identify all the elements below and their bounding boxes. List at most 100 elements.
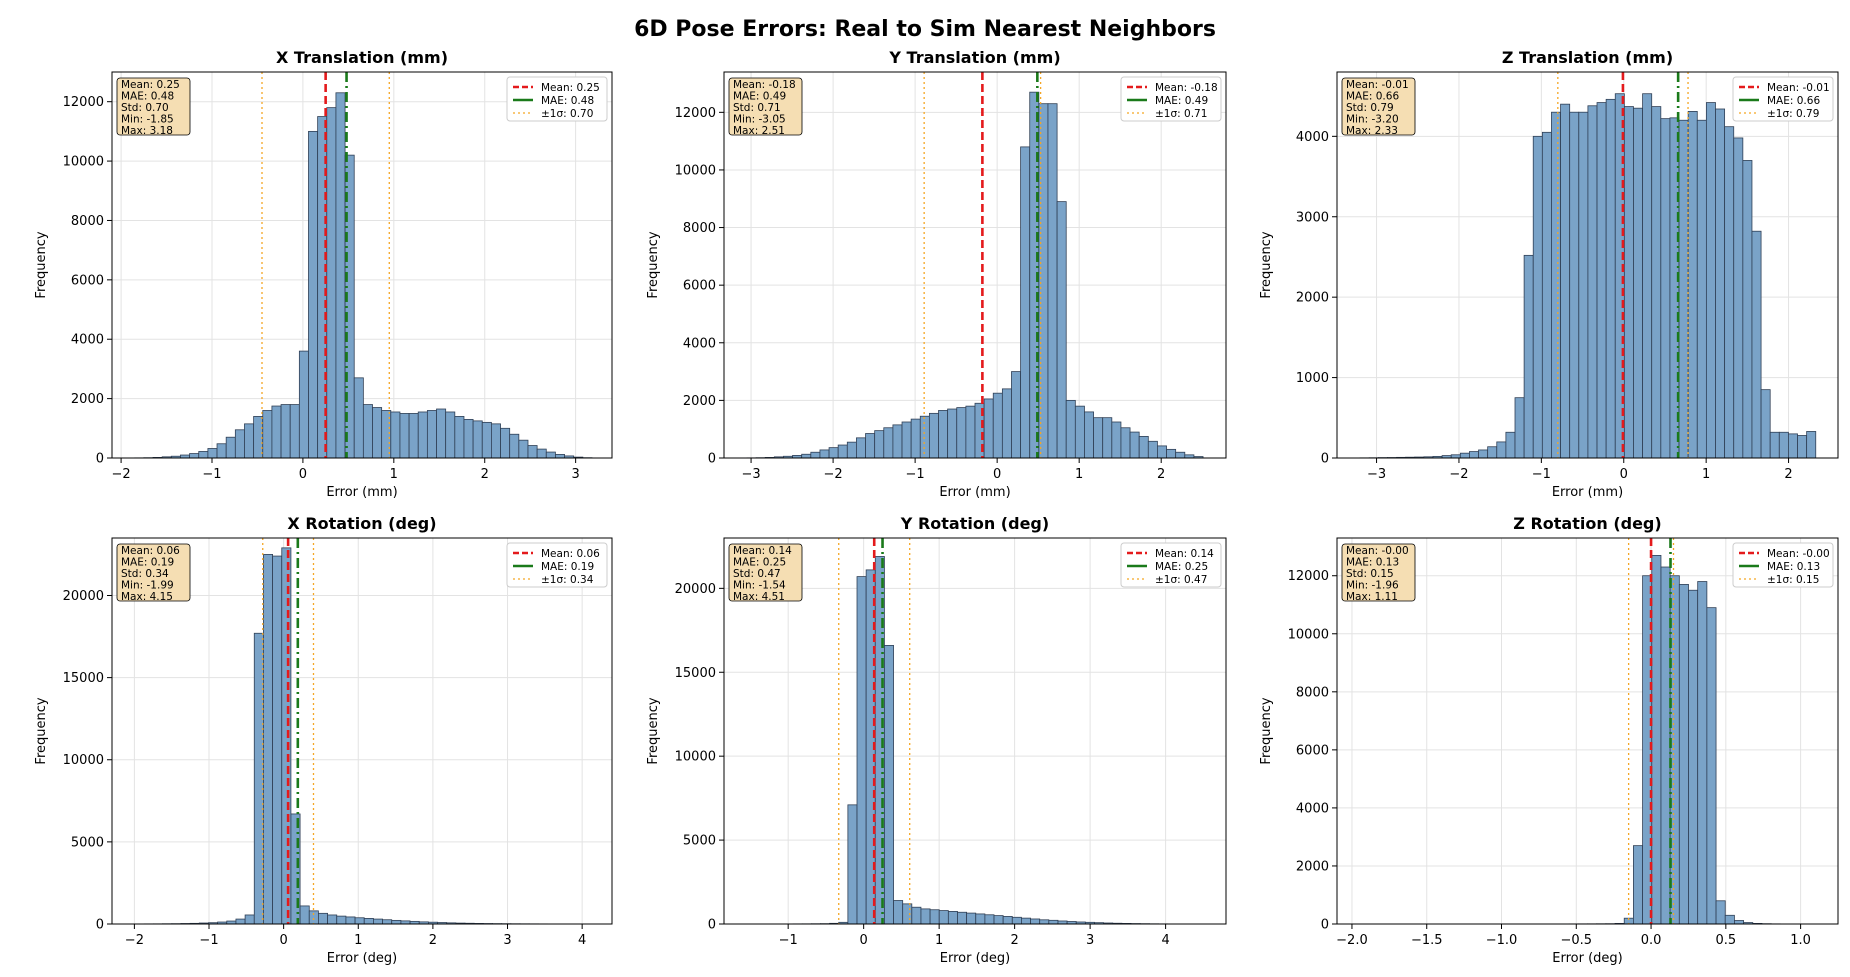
- x-tick-label: 0: [280, 933, 288, 948]
- histogram-bar: [271, 405, 282, 459]
- x-tick-label: −1.0: [1486, 933, 1518, 948]
- y-tick-label: 12000: [63, 95, 104, 110]
- histogram-bar: [929, 909, 940, 925]
- histogram-bar: [318, 912, 328, 925]
- histogram-bar: [281, 547, 292, 925]
- histogram-bar: [1797, 435, 1808, 459]
- y-tick-label: 0: [96, 452, 104, 467]
- histogram-bars: [134, 547, 594, 925]
- histogram-bar: [1587, 105, 1598, 459]
- y-tick-label: 1000: [1296, 371, 1329, 386]
- legend-sigma-label: ±1σ: 0.71: [1155, 108, 1207, 120]
- legend-mae-label: MAE: 0.66: [1767, 95, 1820, 107]
- histogram-bar: [1660, 118, 1671, 459]
- histogram-bar: [966, 912, 977, 925]
- figure-title: 6D Pose Errors: Real to Sim Nearest Neig…: [634, 17, 1216, 42]
- histogram-bar: [1705, 102, 1716, 459]
- histogram-bar: [353, 377, 364, 459]
- x-tick-label: 2: [481, 467, 489, 482]
- stats-text: Std: 0.15: [1346, 568, 1394, 580]
- histogram-bar: [1651, 555, 1662, 925]
- stats-text: Min: -3.05: [733, 114, 786, 126]
- histogram-bar: [1760, 389, 1771, 459]
- histogram-bar: [1111, 421, 1122, 459]
- x-tick-label: 4: [1161, 933, 1169, 948]
- histogram-bar: [289, 404, 300, 459]
- histogram-bar: [263, 554, 273, 925]
- stats-text: Std: 0.34: [121, 568, 169, 580]
- y-tick-label: 20000: [63, 589, 104, 604]
- histogram-bar: [1020, 146, 1031, 459]
- histogram-bar: [399, 413, 410, 459]
- legend-sigma-label: ±1σ: 0.15: [1767, 574, 1819, 586]
- histogram-bar: [828, 447, 839, 459]
- x-tick-label: 3: [1086, 933, 1094, 948]
- x-tick-label: −1: [906, 467, 925, 482]
- histogram-bar: [390, 411, 401, 459]
- histogram-bar: [1030, 918, 1041, 925]
- stats-text: Mean: 0.14: [733, 545, 792, 557]
- chart-panel: −3 −2 −1 0 1 2 0 1000 2000 3000 4000 Z Translation …: [1259, 48, 1839, 500]
- histogram-bar: [253, 632, 264, 925]
- y-tick-label: 4000: [1296, 801, 1329, 816]
- histogram-bar: [262, 410, 273, 459]
- chart-panel: −2 −1 0 1 2 3 4 0 5000 10000 15000 20000 X Rotation …: [34, 514, 613, 966]
- x-tick-label: 0.5: [1715, 933, 1736, 948]
- histogram-bar: [1514, 397, 1525, 459]
- stats-text: Std: 0.71: [733, 102, 781, 114]
- histogram-bar: [207, 448, 218, 459]
- histogram-bar: [1157, 445, 1167, 459]
- histogram-bar: [947, 911, 958, 925]
- y-tick-label: 15000: [675, 666, 716, 681]
- histogram-bar: [1560, 103, 1571, 459]
- grid: [112, 538, 612, 925]
- histogram-bars: [134, 92, 593, 459]
- stats-text: Max: 4.51: [733, 591, 785, 603]
- legend-mean-label: Mean: -0.18: [1155, 82, 1218, 94]
- histogram-bar: [272, 555, 283, 925]
- histogram-bar: [225, 436, 236, 459]
- y-axis-label: Frequency: [646, 697, 661, 764]
- histogram-bar: [1715, 900, 1726, 925]
- histogram-bar: [436, 408, 447, 459]
- histogram-bar: [1660, 566, 1671, 925]
- x-tick-label: −2: [112, 467, 131, 482]
- y-tick-label: 3000: [1296, 210, 1329, 225]
- histogram-bar: [1523, 254, 1534, 459]
- legend-sigma-label: ±1σ: 0.70: [541, 108, 593, 120]
- x-tick-label: −1: [202, 467, 221, 482]
- histogram-bar: [801, 453, 812, 459]
- histogram-bar: [984, 914, 995, 925]
- histogram-bar: [1724, 126, 1735, 459]
- histogram-bar: [454, 416, 465, 459]
- y-tick-label: 6000: [71, 273, 104, 288]
- stats-text: Mean: -0.18: [733, 79, 796, 91]
- histogram-bar: [1734, 920, 1745, 925]
- stats-text: Mean: -0.00: [1346, 545, 1409, 557]
- stats-text: Std: 0.79: [1346, 102, 1394, 114]
- histogram-bar: [417, 411, 428, 459]
- histogram-bar: [865, 433, 876, 459]
- histogram-bar: [1541, 131, 1552, 459]
- histogram-bar: [1001, 388, 1012, 459]
- histogram-bar: [992, 392, 1003, 459]
- histogram-bar: [362, 404, 373, 459]
- x-tick-label: 1: [390, 467, 398, 482]
- x-tick-label: 3: [571, 467, 579, 482]
- histogram-bar: [1551, 111, 1561, 459]
- histogram-bar: [298, 350, 309, 459]
- histogram-bar: [874, 430, 885, 459]
- legend-mae-label: MAE: 0.13: [1767, 561, 1820, 573]
- x-tick-label: −1: [779, 933, 798, 948]
- histogram-bar: [1715, 108, 1726, 459]
- y-tick-label: 10000: [675, 163, 716, 178]
- histogram-bar: [1769, 431, 1780, 459]
- y-tick-label: 10000: [675, 750, 716, 765]
- histogram-bar: [910, 418, 921, 459]
- histogram-bar: [490, 423, 501, 459]
- histogram-bar: [1733, 137, 1744, 459]
- histogram-bar: [308, 910, 319, 925]
- x-tick-label: −2: [1449, 467, 1468, 482]
